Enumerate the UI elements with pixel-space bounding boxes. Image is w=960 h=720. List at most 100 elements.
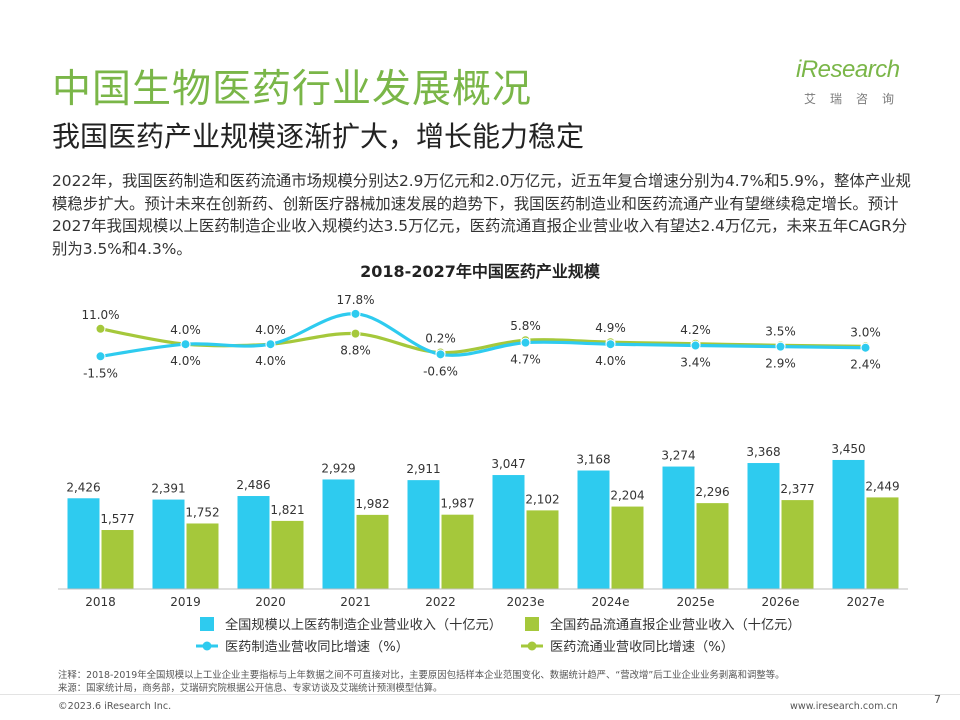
bar-value-label: 3,168 (576, 453, 610, 467)
footer-divider (0, 694, 960, 695)
footer-website: www.iresearch.com.cn (790, 701, 898, 712)
bar-value-label: 2,296 (695, 485, 729, 499)
logo-wordmark: iResearch (796, 56, 900, 83)
bar-distribution-2022 (441, 514, 474, 589)
footnote-source: 来源：国家统计局，商务部，艾瑞研究院根据公开信息、专家访谈及艾瑞统计预测模型估算… (58, 683, 443, 694)
x-tick-label: 2023e (507, 595, 545, 609)
legend: 全国规模以上医药制造企业营业收入（十亿元） 全国药品流通直报企业营业收入（十亿元）… (196, 616, 801, 655)
bar-distribution-2027e (866, 497, 899, 589)
manufacturing-growth-point (350, 308, 361, 319)
bar-distribution-2021 (356, 514, 389, 589)
iresearch-logo: iResearch 艾瑞咨询 (790, 56, 910, 112)
bar-manufacturing-2024e (577, 470, 610, 589)
manufacturing-growth-label: 2.9% (765, 357, 796, 371)
industry-scale-chart: 2018-2027年中国医药产业规模 -1.5% 11.0% 4.0% 4.0% 4.0… (58, 262, 908, 655)
bar-manufacturing-2019 (152, 499, 185, 589)
manufacturing-growth-label: 4.0% (255, 323, 286, 337)
page-number: 7 (934, 693, 941, 706)
manufacturing-growth-point (95, 351, 106, 362)
manufacturing-growth-label: 4.0% (595, 354, 626, 368)
legend-label: 医药制造业营收同比增速（%） (225, 639, 409, 655)
manufacturing-growth-label: 2.4% (850, 358, 881, 372)
bar-value-label: 3,047 (491, 457, 525, 471)
legend-label: 医药流通业营收同比增速（%） (550, 639, 734, 655)
distribution-growth-label: 11.0% (81, 308, 119, 322)
bar-value-label: 2,391 (151, 482, 185, 496)
manufacturing-growth-point (690, 340, 701, 351)
x-tick-label: 2020 (255, 595, 286, 609)
bar-value-label: 2,929 (321, 461, 355, 475)
distribution-growth-label: 0.2% (425, 332, 456, 346)
x-tick-label: 2019 (170, 595, 201, 609)
bar-manufacturing-2020 (237, 496, 270, 589)
bar-value-label: 2,426 (66, 480, 100, 494)
bar-manufacturing-2018 (67, 498, 100, 589)
distribution-growth-point (95, 323, 106, 334)
manufacturing-growth-point (435, 349, 446, 360)
manufacturing-growth-line (100, 312, 866, 358)
x-tick-label: 2025e (677, 595, 715, 609)
distribution-growth-label: 8.8% (340, 344, 371, 358)
bar-value-label: 1,987 (440, 497, 474, 511)
bar-manufacturing-2022 (407, 480, 440, 589)
bar-value-label: 2,377 (780, 482, 814, 496)
bar-value-label: 2,486 (236, 478, 270, 492)
distribution-growth-point (350, 328, 361, 339)
bar-manufacturing-2026e (747, 463, 780, 589)
legend-swatch (525, 617, 539, 631)
bar-manufacturing-2021 (322, 479, 355, 589)
bar-value-label: 1,577 (100, 512, 134, 526)
footnote-note: 注释：2018-2019年全国规模以上工业企业主要指标与上年数据之间不可直接对比… (58, 670, 785, 681)
bar-distribution-2019 (186, 523, 219, 589)
x-tick-label: 2018 (85, 595, 116, 609)
manufacturing-growth-point (520, 337, 531, 348)
legend-marker (527, 641, 537, 651)
manufacturing-growth-label: 17.8% (336, 293, 374, 307)
manufacturing-growth-point (860, 342, 871, 353)
x-tick-label: 2024e (592, 595, 630, 609)
logo-chinese: 艾瑞咨询 (804, 92, 909, 106)
x-tick-label: 2026e (762, 595, 800, 609)
bar-distribution-2023e (526, 510, 559, 589)
x-tick-label: 2027e (847, 595, 885, 609)
page-subtitle: 我国医药产业规模逐渐扩大，增长能力稳定 (52, 120, 585, 153)
distribution-growth-label: 4.0% (170, 354, 201, 368)
footer-copyright: ©2023.6 iResearch Inc. (58, 701, 172, 712)
bar-distribution-2018 (101, 530, 134, 589)
legend-label: 全国药品流通直报企业营业收入（十亿元） (550, 616, 801, 633)
bar-distribution-2020 (271, 520, 304, 589)
distribution-growth-label: 4.9% (595, 321, 626, 335)
manufacturing-growth-label: 4.0% (170, 323, 201, 337)
distribution-growth-label: 4.2% (680, 323, 711, 337)
manufacturing-growth-point (180, 339, 191, 350)
x-tick-label: 2021 (340, 595, 371, 609)
bar-distribution-2026e (781, 500, 814, 589)
page-title: 中国生物医药行业发展概况 (52, 67, 533, 112)
bar-value-label: 2,204 (610, 489, 644, 503)
bar-value-label: 3,274 (661, 449, 695, 463)
manufacturing-growth-point (605, 339, 616, 350)
x-axis-labels: 2018 2019 2020 2021 2022 2023e 2024e 2025e 2026e… (85, 595, 884, 609)
bar-value-label: 2,449 (865, 479, 899, 493)
distribution-growth-label: 5.8% (510, 319, 541, 333)
bar-value-label: 1,821 (270, 503, 304, 517)
bar-value-label: 2,911 (406, 462, 440, 476)
bar-value-label: 1,752 (185, 505, 219, 519)
manufacturing-growth-label: -1.5% (83, 366, 118, 380)
growth-lines: -1.5% 11.0% 4.0% 4.0% 4.0% 4.0% 17.8% 8.8% -0.6%… (81, 293, 880, 380)
manufacturing-growth-label: -0.6% (423, 364, 458, 378)
manufacturing-growth-label: 4.7% (510, 353, 541, 367)
bar-value-label: 3,368 (746, 445, 780, 459)
distribution-growth-label: 3.5% (765, 324, 796, 338)
legend-marker (202, 641, 212, 651)
distribution-growth-line (100, 327, 866, 355)
bar-value-label: 1,982 (355, 497, 389, 511)
bar-groups: 2,426 2,391 2,486 2,929 2,911 3,047 3,168 3,274… (66, 442, 900, 589)
distribution-growth-label: 4.0% (255, 354, 286, 368)
legend-label: 全国规模以上医药制造企业营业收入（十亿元） (225, 616, 502, 633)
bar-manufacturing-2027e (832, 459, 865, 589)
summary-paragraph: 2022年，我国医药制造和医药流通市场规模分别达2.9万亿元和2.0万亿元，近五… (52, 172, 911, 258)
bar-value-label: 3,450 (831, 442, 865, 456)
manufacturing-growth-point (265, 339, 276, 350)
bar-value-label: 2,102 (525, 492, 559, 506)
